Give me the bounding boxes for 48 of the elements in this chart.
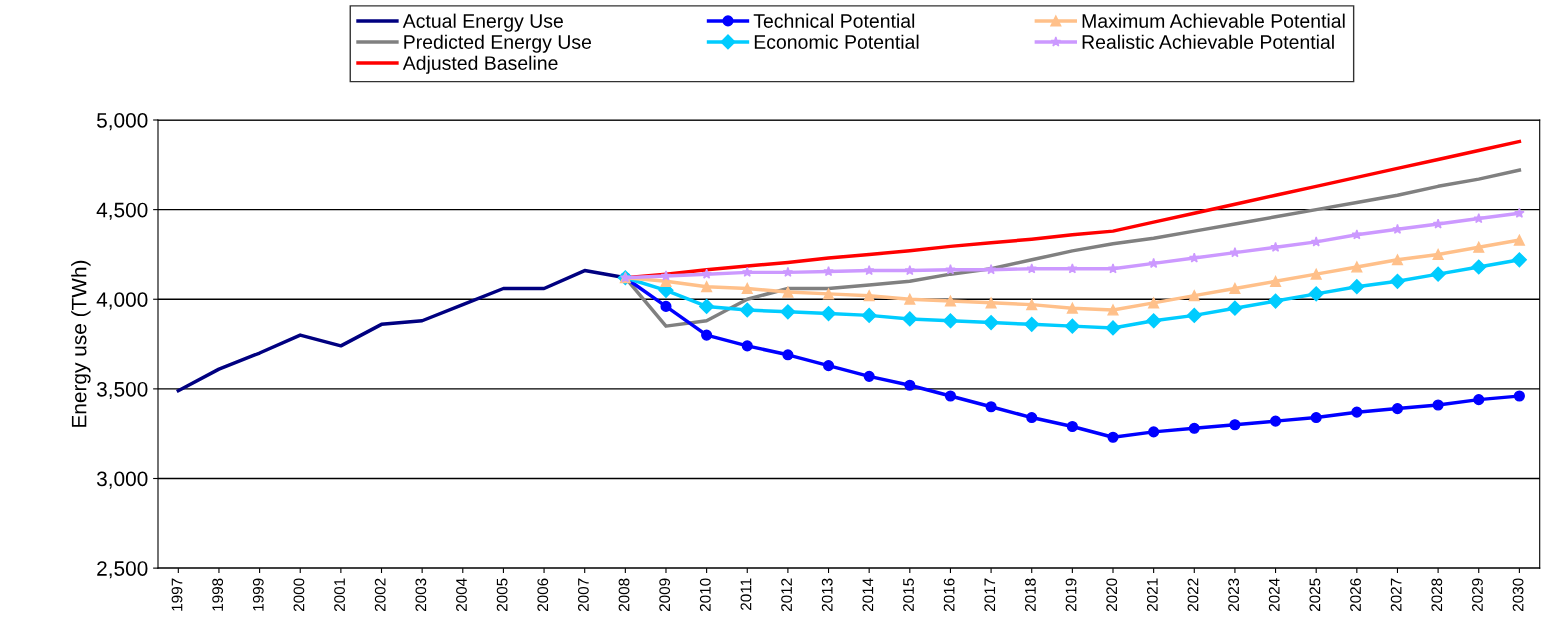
x-tick-label: 2030 [1512,578,1524,612]
y-tick-label: 2,500 [97,561,148,579]
legend-label: Maximum Achievable Potential [1082,13,1345,28]
x-tick-label: 2014 [862,578,874,612]
x-tick-label: 2001 [334,578,345,612]
legend-label: Actual Energy Use [402,13,563,32]
x-tick-label: 2012 [781,578,792,612]
x-tick-label: 1998 [212,578,224,611]
x-tick-label: 2016 [943,578,955,612]
x-tick-label: 2006 [537,578,549,612]
legend-label: Realistic Achievable Potential [1082,34,1334,49]
y-tick-label: 4,500 [96,202,148,220]
y-tick-label: 5,000 [96,113,148,131]
x-tick-label: 2022 [1187,578,1199,612]
x-tick-label: 1997 [171,578,183,611]
y-tick-label: 3,500 [96,381,148,400]
x-tick-label: 2027 [1390,578,1402,612]
x-tick-label: 2029 [1472,578,1483,612]
legend-label: Adjusted Baseline [402,55,558,74]
legend-label: Economic Potential [754,34,919,49]
x-tick-label: 2009 [659,578,671,612]
x-tick-label: 1999 [252,578,264,611]
x-tick-label: 2020 [1106,578,1118,612]
x-tick-label: 2004 [456,578,467,612]
x-tick-label: 2007 [577,578,589,612]
x-tick-label: 2008 [618,578,630,612]
x-tick-label: 2024 [1268,578,1280,612]
y-axis-title: Energy use (TWh) [71,260,91,427]
y-tick-label: 4,000 [96,292,148,310]
x-tick-label: 2025 [1309,578,1321,612]
x-tick-label: 2028 [1431,578,1443,612]
legend-label: Predicted Energy Use [404,34,592,53]
legend-label: Technical Potential [753,13,915,28]
x-tick-label: 2002 [374,578,386,612]
x-tick-label: 2013 [821,578,833,612]
x-tick-label: 2017 [984,578,996,612]
x-tick-label: 2018 [1025,578,1036,612]
x-tick-label: 2000 [293,578,305,612]
x-tick-label: 2015 [903,578,914,612]
x-tick-label: 2021 [1146,578,1158,612]
y-tick-label: 3,000 [96,471,148,489]
x-tick-label: 2003 [415,578,427,612]
x-tick-label: 2005 [496,578,508,612]
x-tick-label: 2023 [1228,578,1240,612]
x-tick-label: 2026 [1350,578,1361,612]
x-tick-label: 2010 [699,578,711,612]
x-tick-label: 2011 [740,578,752,610]
x-tick-label: 2019 [1065,578,1077,612]
